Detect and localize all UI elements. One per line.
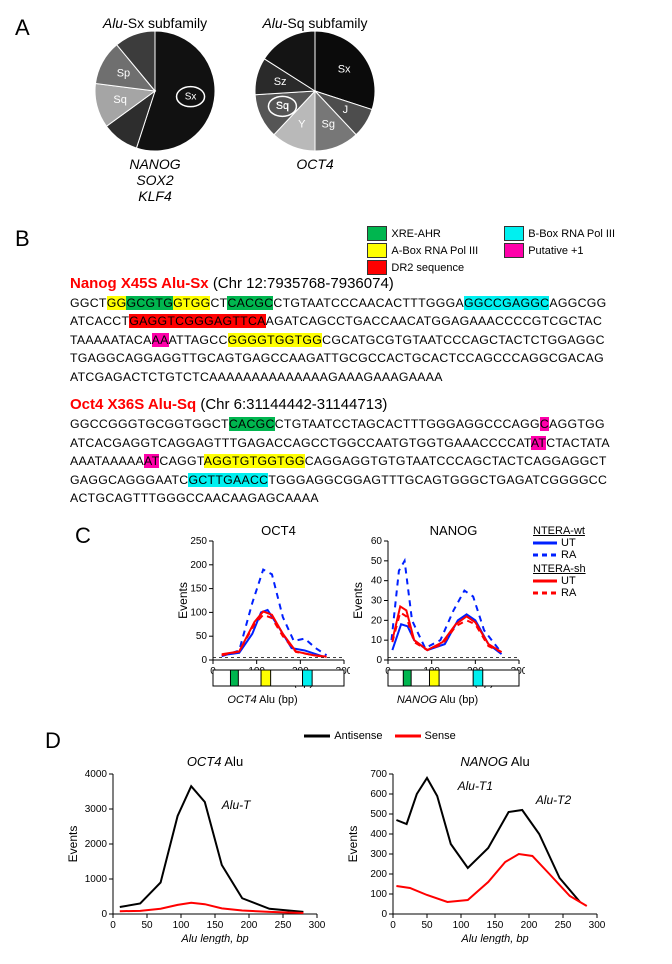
svg-text:200: 200 [521, 920, 538, 931]
panel-c-legend: NTERA-wtUTRANTERA-shUTRA [533, 523, 586, 599]
svg-text:150: 150 [207, 920, 224, 931]
svg-text:250: 250 [190, 536, 207, 547]
legend-item: XRE-AHR [367, 226, 478, 241]
panel-a: Alu-Sx subfamily Sq Sp Sx NANOGSOX2KLF4 Alu… [95, 15, 375, 204]
svg-text:200: 200 [241, 920, 258, 931]
svg-text:60: 60 [371, 536, 383, 547]
svg-text:100: 100 [370, 889, 387, 900]
svg-text:250: 250 [555, 920, 572, 931]
svg-text:30: 30 [371, 596, 383, 607]
panel-b-sequences: Nanog X45S Alu-Sx (Chr 12:7935768-793607… [70, 275, 657, 507]
panel-a-label: A [15, 15, 30, 40]
svg-text:NANOG Alu: NANOG Alu [460, 754, 529, 769]
svg-text:Alu-T2: Alu-T2 [535, 793, 572, 807]
gene-list-left: NANOGSOX2KLF4 [95, 156, 215, 204]
svg-text:10: 10 [371, 636, 383, 647]
svg-text:300: 300 [589, 920, 605, 931]
pie-chart-left: Sq Sp Sx [95, 31, 215, 156]
legend-item: Antisense [304, 730, 382, 742]
svg-text:3000: 3000 [85, 804, 108, 815]
chart-nanog: 01002003000102030405060NANOGNANOG Alu (b… [350, 523, 525, 706]
svg-text:400: 400 [370, 829, 387, 840]
pie-chart-right: SxJSgYSqSzSq [255, 31, 375, 156]
svg-text:50: 50 [371, 556, 383, 567]
legend-item: Sense [395, 730, 456, 742]
seq-title: Oct4 X36S Alu-Sq (Chr 6:31144442-3114471… [70, 396, 657, 413]
panel-d: 05010015020025030001000200030004000Alu-T… [65, 754, 657, 949]
svg-text:Sg: Sg [322, 118, 335, 130]
svg-text:Y: Y [298, 118, 306, 130]
panel-b-legend: XRE-AHR A-Box RNA Pol III DR2 sequence B-Bo… [367, 226, 627, 275]
svg-text:OCT4 Alu: OCT4 Alu [187, 754, 243, 769]
svg-text:700: 700 [370, 769, 387, 780]
seq-title: Nanog X45S Alu-Sx (Chr 12:7935768-793607… [70, 275, 657, 292]
svg-text:Alu length, bp: Alu length, bp [460, 933, 528, 944]
svg-text:Events: Events [176, 583, 190, 620]
svg-text:Sz: Sz [274, 76, 287, 88]
chart-oct4: 0100200300050100150200250OCT4OCT4 Alu (b… [175, 523, 350, 706]
svg-text:Alu-T: Alu-T [221, 798, 252, 812]
svg-text:300: 300 [370, 849, 387, 860]
svg-text:100: 100 [190, 608, 207, 619]
svg-text:500: 500 [370, 809, 387, 820]
svg-text:4000: 4000 [85, 769, 108, 780]
svg-text:Alu length, bp: Alu length, bp [180, 933, 248, 944]
svg-text:50: 50 [196, 632, 208, 643]
svg-text:Sq: Sq [276, 101, 288, 112]
svg-text:20: 20 [371, 616, 383, 627]
svg-text:OCT4: OCT4 [261, 523, 296, 538]
svg-text:0: 0 [201, 655, 207, 666]
legend-item: DR2 sequence [367, 260, 478, 275]
svg-text:50: 50 [421, 920, 433, 931]
legend-item: Putative +1 [504, 243, 615, 258]
legend-item: B-Box RNA Pol III [504, 226, 615, 241]
svg-text:600: 600 [370, 789, 387, 800]
svg-text:Alu-T1: Alu-T1 [457, 779, 493, 793]
svg-text:150: 150 [190, 584, 207, 595]
chart-d-oct4-alu: 05010015020025030001000200030004000Alu-T… [65, 754, 325, 949]
svg-text:Sq: Sq [113, 94, 126, 106]
svg-text:40: 40 [371, 576, 383, 587]
svg-text:200: 200 [370, 869, 387, 880]
gene-list-right: OCT4 [255, 156, 375, 172]
svg-text:50: 50 [141, 920, 153, 931]
svg-text:0: 0 [381, 909, 387, 920]
svg-text:Sx: Sx [185, 91, 197, 102]
panel-d-label: D [45, 728, 61, 753]
svg-text:Sx: Sx [338, 64, 351, 76]
svg-text:0: 0 [110, 920, 116, 931]
svg-text:Events: Events [346, 826, 360, 863]
svg-text:NANOG: NANOG [430, 523, 478, 538]
svg-text:Events: Events [66, 826, 80, 863]
svg-text:150: 150 [487, 920, 504, 931]
svg-text:1000: 1000 [85, 874, 108, 885]
svg-text:0: 0 [390, 920, 396, 931]
svg-text:J: J [343, 104, 349, 116]
svg-text:2000: 2000 [85, 839, 108, 850]
panel-b-label: B [15, 226, 30, 251]
svg-text:200: 200 [190, 560, 207, 571]
panel-c: 0100200300050100150200250OCT4OCT4 Alu (b… [175, 523, 586, 706]
svg-text:300: 300 [309, 920, 325, 931]
svg-text:100: 100 [453, 920, 470, 931]
panel-c-label: C [75, 523, 91, 548]
svg-text:100: 100 [173, 920, 190, 931]
seq-body: GGCCGGGTGCGGTGGCTCACGCCTGTAATCCTAGCACTTT… [70, 415, 610, 507]
chart-d-nanog-alu: 0 50 100 150 200 250 300 0 100 200 300 400 500 600 700… [345, 754, 605, 949]
svg-text:Events: Events [351, 583, 365, 620]
seq-body: GGCTGGGCGTGGTGGCTCACGCCTGTAATCCCAACACTTT… [70, 294, 610, 386]
panel-d-legend: Antisense Sense [115, 728, 657, 754]
svg-text:0: 0 [376, 655, 382, 666]
pie-title: Alu-Sq subfamily [255, 15, 375, 31]
legend-item: A-Box RNA Pol III [367, 243, 478, 258]
svg-text:250: 250 [275, 920, 292, 931]
pie-title: Alu-Sx subfamily [95, 15, 215, 31]
svg-text:0: 0 [101, 909, 107, 920]
svg-text:Sp: Sp [117, 68, 130, 80]
